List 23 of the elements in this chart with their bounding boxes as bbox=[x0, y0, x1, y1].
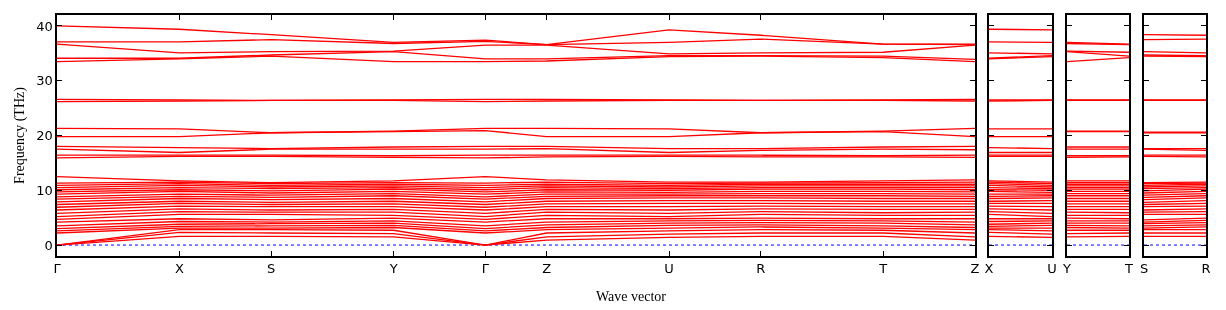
x-tick-label: Y bbox=[1062, 261, 1072, 277]
x-tick-label: R bbox=[756, 261, 766, 277]
x-axis-title: Wave vector bbox=[596, 289, 667, 304]
x-tick-label: X bbox=[174, 261, 184, 277]
x-tick-label: R bbox=[1201, 261, 1211, 277]
x-tick-label: U bbox=[1047, 261, 1057, 277]
y-tick-label: 40 bbox=[36, 18, 53, 34]
y-tick-label: 20 bbox=[36, 128, 53, 144]
x-tick-label: T bbox=[878, 261, 888, 277]
x-tick-label: Y bbox=[388, 261, 398, 277]
x-tick-label: T bbox=[1124, 261, 1134, 277]
x-tick-label: S bbox=[267, 261, 276, 277]
y-axis-title: Frequency (THz) bbox=[12, 86, 29, 184]
y-tick-label: 0 bbox=[44, 237, 53, 253]
y-tick-label: 30 bbox=[36, 73, 53, 89]
x-tick-label: X bbox=[984, 261, 994, 277]
x-tick-label: U bbox=[664, 261, 674, 277]
x-tick-label: Z bbox=[542, 261, 552, 277]
y-tick-label: 10 bbox=[36, 182, 53, 198]
x-tick-label: S bbox=[1139, 261, 1149, 277]
x-tick-label: Z bbox=[970, 261, 980, 277]
x-tick-label: Γ bbox=[53, 261, 62, 277]
x-tick-label: Γ bbox=[481, 261, 490, 277]
